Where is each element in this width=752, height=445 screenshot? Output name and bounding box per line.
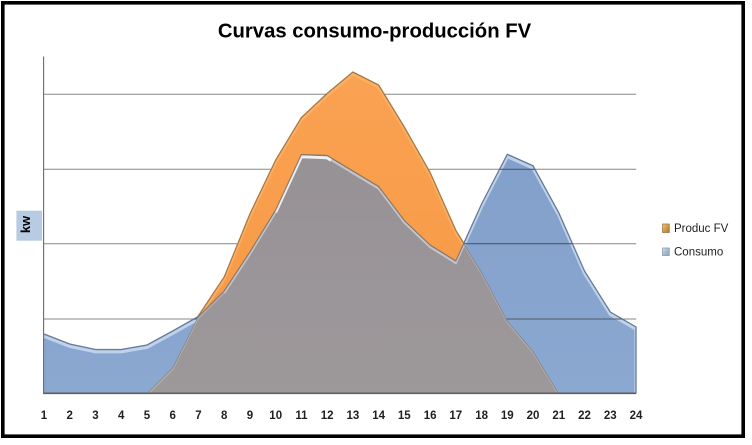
svg-text:5: 5 [144,410,151,422]
svg-text:15: 15 [398,410,411,422]
svg-text:23: 23 [604,410,617,422]
svg-text:6: 6 [169,410,175,422]
svg-text:11: 11 [295,410,308,422]
svg-text:8: 8 [221,410,228,422]
svg-text:9: 9 [247,410,253,422]
svg-text:21: 21 [552,410,565,422]
svg-text:4: 4 [118,410,125,422]
svg-text:22: 22 [578,410,591,422]
svg-text:17: 17 [449,410,462,422]
svg-text:13: 13 [347,410,360,422]
svg-text:18: 18 [475,410,488,422]
svg-text:20: 20 [527,410,540,422]
svg-text:24: 24 [630,410,643,422]
svg-text:Produc FV: Produc FV [674,223,729,235]
svg-text:3: 3 [92,410,98,422]
svg-text:16: 16 [424,410,437,422]
svg-text:12: 12 [321,410,334,422]
svg-text:Curvas consumo-producción FV: Curvas consumo-producción FV [218,21,532,43]
svg-text:Consumo: Consumo [674,247,723,259]
svg-text:7: 7 [195,410,201,422]
svg-text:kw: kw [18,215,33,233]
svg-text:1: 1 [41,410,48,422]
svg-text:14: 14 [372,410,385,422]
svg-text:19: 19 [501,410,514,422]
svg-text:2: 2 [66,410,72,422]
svg-text:10: 10 [269,410,282,422]
